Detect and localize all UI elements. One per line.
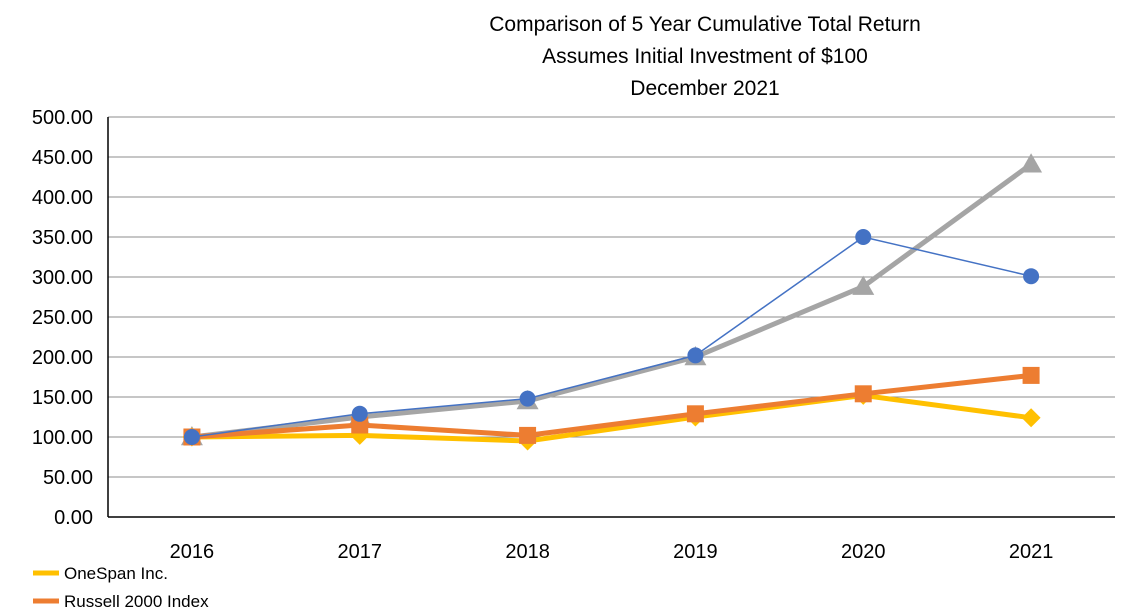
y-tick-label: 0.00: [54, 507, 93, 529]
data-point: [1023, 268, 1040, 285]
y-tick-label: 200.00: [32, 347, 93, 369]
data-point: [1021, 408, 1041, 428]
y-tick-label: 500.00: [32, 107, 93, 129]
legend: OneSpan Inc. Russell 2000 Index: [33, 564, 209, 608]
y-tick-label: 100.00: [32, 427, 93, 449]
data-point: [1020, 153, 1043, 173]
legend-label: Russell 2000 Index: [64, 592, 209, 608]
axes: [107, 117, 1115, 518]
series-line: [189, 161, 1034, 440]
series-line: [189, 372, 1034, 440]
x-tick-label: 2020: [841, 541, 886, 563]
data-point: [852, 275, 875, 295]
y-tick-label: 250.00: [32, 307, 93, 329]
y-tick-label: 350.00: [32, 227, 93, 249]
y-axis-ticks: 0.00 50.00 100.00 150.00 200.00 250.00 300.00 3…: [32, 107, 93, 529]
data-point: [855, 229, 872, 245]
data-point: [519, 426, 537, 444]
x-tick-label: 2017: [338, 541, 383, 563]
x-axis-ticks: 2016 2017 2018 2019 2020 2021: [170, 541, 1054, 563]
series-line: [189, 392, 1034, 444]
legend-item: Russell 2000 Index: [33, 592, 209, 608]
series-circle: [183, 229, 1040, 445]
y-tick-label: 50.00: [43, 467, 93, 489]
series-layer: [180, 153, 1043, 451]
data-point: [351, 405, 368, 422]
x-tick-label: 2016: [170, 541, 215, 563]
data-point: [183, 429, 200, 445]
data-point: [1022, 366, 1040, 384]
y-tick-label: 450.00: [32, 147, 93, 169]
y-tick-label: 150.00: [32, 387, 93, 409]
data-point: [687, 347, 704, 364]
chart-title-line-2: Assumes Initial Investment of $100: [542, 45, 868, 68]
data-point: [854, 385, 872, 403]
chart-title: Comparison of 5 Year Cumulative Total Re…: [489, 13, 921, 100]
data-point: [686, 405, 704, 423]
x-tick-label: 2019: [673, 541, 718, 563]
x-tick-label: 2021: [1009, 541, 1054, 563]
y-tick-label: 400.00: [32, 187, 93, 209]
legend-label: OneSpan Inc.: [64, 564, 168, 583]
data-point: [519, 390, 536, 407]
y-tick-label: 300.00: [32, 267, 93, 289]
series-diamond: [182, 385, 1041, 451]
chart-title-line-1: Comparison of 5 Year Cumulative Total Re…: [489, 13, 921, 36]
series-line: [191, 236, 1032, 438]
chart-title-line-3: December 2021: [630, 77, 779, 100]
legend-item: OneSpan Inc.: [33, 564, 168, 583]
data-point: [351, 416, 369, 434]
x-tick-label: 2018: [505, 541, 550, 563]
